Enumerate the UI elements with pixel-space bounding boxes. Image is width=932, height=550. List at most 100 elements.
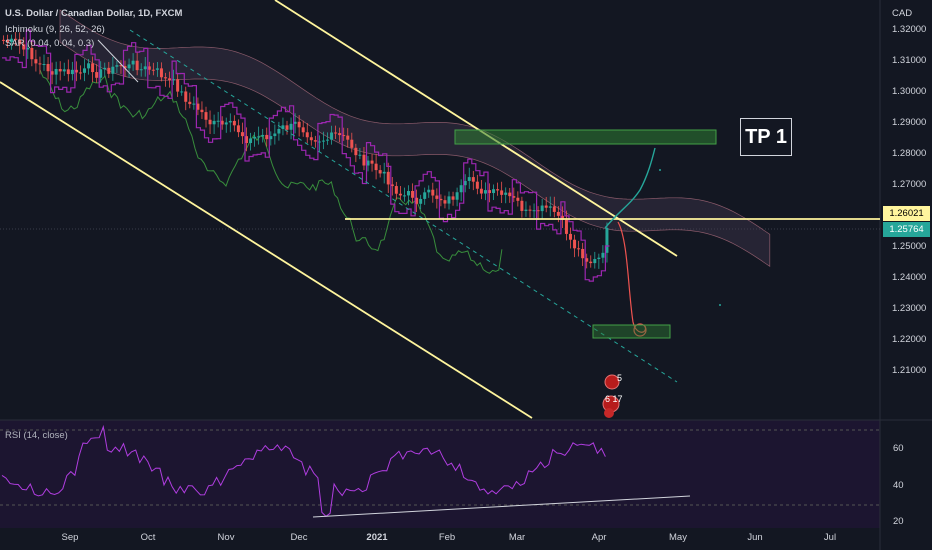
candle-body xyxy=(232,120,236,126)
candle-body xyxy=(488,190,491,194)
candle-body xyxy=(269,136,273,140)
candle-body xyxy=(155,68,159,70)
candle-body xyxy=(431,189,435,196)
event-count-bottom[interactable]: 6 17 xyxy=(605,394,623,404)
candle-body xyxy=(257,136,261,138)
time-tick: Dec xyxy=(290,532,308,543)
candle-body xyxy=(346,135,350,140)
candle-body xyxy=(26,47,30,50)
rsi-line xyxy=(1,424,606,517)
short-trend-line xyxy=(97,39,139,83)
dot-marker xyxy=(659,169,661,171)
candle-body xyxy=(605,228,609,253)
candle-body xyxy=(245,136,248,144)
candle-body xyxy=(220,120,224,125)
tp-1-label[interactable]: TP 1 xyxy=(740,118,792,156)
rsi-legend[interactable]: RSI (14, close) xyxy=(5,430,68,441)
ichimoku-legend[interactable]: Ichimoku (9, 26, 52, 26) xyxy=(5,24,105,35)
candle-body xyxy=(374,163,378,171)
candle-body xyxy=(500,190,504,195)
candle-body xyxy=(439,198,443,201)
candle-body xyxy=(115,65,119,67)
candle-body xyxy=(524,209,528,211)
candle-body xyxy=(297,121,301,128)
candle-body xyxy=(99,69,103,78)
last-price-badge: 1.25764 xyxy=(883,222,930,237)
rsi-background xyxy=(0,420,880,528)
candle-body xyxy=(370,160,374,164)
time-tick: Oct xyxy=(140,532,156,543)
candle-body xyxy=(573,239,577,249)
candle-body xyxy=(528,209,532,211)
candle-body xyxy=(463,180,467,186)
candle-body xyxy=(471,177,475,182)
sar-legend[interactable]: SAR (0.04, 0.04, 0.3) xyxy=(5,38,95,49)
candle-body xyxy=(301,127,305,133)
candle-body xyxy=(91,63,95,73)
candle-body xyxy=(83,68,86,73)
candle-body xyxy=(172,79,176,81)
candle-body xyxy=(540,205,544,212)
candle-body xyxy=(143,66,147,70)
candle-body xyxy=(103,67,107,70)
trend-lines xyxy=(0,0,880,419)
candle-body xyxy=(560,215,564,220)
candle-body xyxy=(475,181,479,189)
target-zones xyxy=(454,129,717,418)
candle-body xyxy=(30,47,34,60)
candle-body xyxy=(111,66,115,74)
time-tick: May xyxy=(669,532,687,543)
candle-body xyxy=(216,120,220,122)
time-tick: 2021 xyxy=(366,532,388,543)
price-tick: 1.29000 xyxy=(892,117,927,128)
candle-body xyxy=(536,210,540,212)
candle-body xyxy=(74,69,78,73)
event-icon xyxy=(604,408,614,418)
candle-body xyxy=(394,186,398,194)
candle-body xyxy=(467,177,471,181)
candle-body xyxy=(305,132,309,138)
candle-body xyxy=(386,171,390,185)
candle-body xyxy=(87,63,91,69)
currency-label: CAD xyxy=(892,8,913,19)
candle-body xyxy=(54,68,58,75)
time-tick: Jul xyxy=(823,532,837,543)
candle-body xyxy=(50,71,54,75)
candle-body xyxy=(188,101,192,105)
candle-body xyxy=(261,134,265,137)
price-tick: 1.30000 xyxy=(892,86,927,97)
candle-body xyxy=(313,140,317,142)
candle-body xyxy=(407,190,410,196)
candle-body xyxy=(200,109,204,113)
bottom-zone xyxy=(592,324,671,339)
candle-body xyxy=(556,211,560,216)
candle-body xyxy=(119,65,123,67)
resistance-price-badge: 1.26021 xyxy=(883,206,930,221)
event-count-top[interactable]: 5 xyxy=(617,373,623,383)
candle-body xyxy=(443,200,447,204)
candle-body xyxy=(504,192,508,195)
candle-body xyxy=(411,190,415,198)
lagging-span xyxy=(39,69,503,274)
candle-body xyxy=(107,67,111,74)
symbol-title[interactable]: U.S. Dollar / Canadian Dollar, 1D, FXCM xyxy=(5,8,183,19)
candle-body xyxy=(552,206,556,212)
rsi-tick: 20 xyxy=(893,516,904,527)
candle-body xyxy=(520,200,524,211)
candle-body xyxy=(196,103,200,110)
candle-body xyxy=(589,261,593,264)
candle-body xyxy=(22,44,26,50)
candle-body xyxy=(483,190,487,194)
candle-body xyxy=(212,120,216,125)
candle-body xyxy=(6,39,10,43)
target-marker xyxy=(633,323,647,337)
price-tick: 1.24000 xyxy=(892,272,927,283)
candle-body xyxy=(402,195,406,197)
candle-body xyxy=(382,171,386,174)
candle-body xyxy=(358,154,362,156)
candle-body xyxy=(544,205,548,208)
candle-body xyxy=(581,248,585,259)
projection-down xyxy=(617,221,647,333)
candle-body xyxy=(564,219,568,234)
